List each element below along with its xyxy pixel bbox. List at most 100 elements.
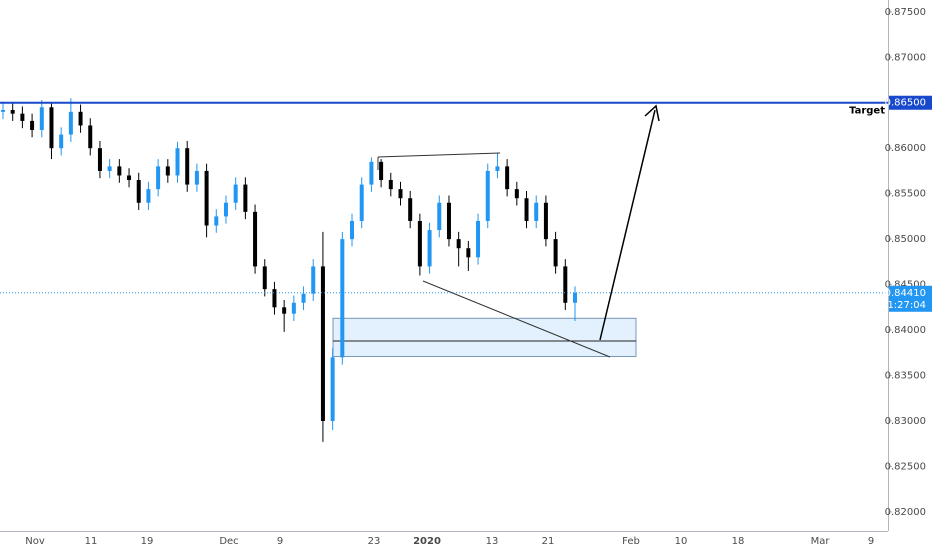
candle-body [456,239,461,249]
candle-body [156,166,161,190]
candle-body [369,161,374,185]
candle-body [350,220,355,240]
candle-body [514,189,519,199]
countdown-label: 01:27:04 [881,300,926,311]
candle-body [417,220,422,267]
candle-body [214,216,219,226]
candle-body [59,134,64,149]
arrow [599,109,656,341]
candle-body [553,239,558,267]
candle-body [175,148,180,176]
target-price-label: 0.86500 [885,98,926,109]
candle-body [446,202,451,240]
candle-body [97,148,102,171]
candle-body [146,189,151,203]
x-tick-label: 2020 [413,536,441,547]
candle-body [20,113,25,121]
plot [1,98,637,442]
candle-body [524,198,529,221]
candle-body [311,266,316,294]
y-tick-label: 0.85000 [885,234,926,245]
candle-body [107,166,112,171]
trend-line [422,280,611,358]
candle-body [282,307,287,314]
candle-body [10,110,15,114]
candle-body [253,211,258,267]
candle-body [573,292,577,303]
y-tick-label: 0.84500 [885,280,926,291]
x-tick-label: Nov [25,536,45,547]
y-tick-label: 0.84000 [885,325,926,336]
x-tick-label: 23 [368,536,381,547]
x-tick-label: 9 [277,536,283,547]
candle-body [485,170,490,221]
candle-body [262,266,267,290]
candle-body [78,111,83,126]
y-tick-label: 0.85500 [885,189,926,200]
candle-body [233,184,238,203]
candle-body [243,184,248,212]
candle-body [30,120,35,131]
candle-body [185,148,190,185]
candle-body [320,266,325,421]
candle-body [340,239,345,358]
y-tick-label: 0.86000 [885,143,926,154]
candle-body [127,175,132,181]
x-tick-label: 19 [141,536,154,547]
candle-body [534,202,539,221]
candle-body [466,248,471,258]
trend-line [377,152,501,158]
y-tick-label: 0.82000 [885,507,926,518]
candle-body [398,189,403,199]
candle-body [68,111,73,135]
candle-body [39,107,44,131]
candle-body [165,166,170,176]
candle-body [204,170,209,226]
candle-body [543,202,548,240]
candle-body [272,289,277,308]
candle-body [408,198,413,221]
candle-body [194,170,199,185]
candle-body [476,220,481,258]
x-tick-label: 9 [868,536,874,547]
candle-body [223,202,228,217]
x-tick-label: 11 [85,536,98,547]
candle-body [563,266,568,303]
y-tick-label: 0.87000 [885,52,926,63]
x-tick-label: 10 [675,536,688,547]
zone [332,317,637,357]
candle-body [301,293,306,303]
current-price-box [889,285,932,312]
x-tick-label: 21 [542,536,555,547]
x-tick-label: Mar [811,536,831,547]
candle-body [437,202,442,231]
candle-body [117,166,122,176]
candle-body [388,180,393,190]
y-tick-label: 0.82500 [885,461,926,472]
x-tick-label: Dec [219,536,238,547]
y-tick-label: 0.83500 [885,371,926,382]
x-tick-label: 18 [732,536,745,547]
candle-body [88,125,93,149]
y-tick-label: 0.87500 [885,7,926,18]
candle-body [330,357,335,421]
candle-body [359,184,364,221]
candle-body [427,230,432,267]
candle-body [505,166,510,190]
candle-body [1,110,5,112]
candle-body [136,180,141,203]
target-price-box [889,95,932,110]
candle-body [291,302,296,314]
y-tick-label: 0.83000 [885,416,926,427]
current-price-label: 0.84410 [885,288,926,299]
candle-body [49,107,54,149]
candle-body [379,161,384,181]
candle-body [495,166,500,171]
target-label: Target [849,106,885,117]
x-tick-label: Feb [622,536,640,547]
arrow-head [644,104,660,122]
x-tick-label: 13 [486,536,499,547]
